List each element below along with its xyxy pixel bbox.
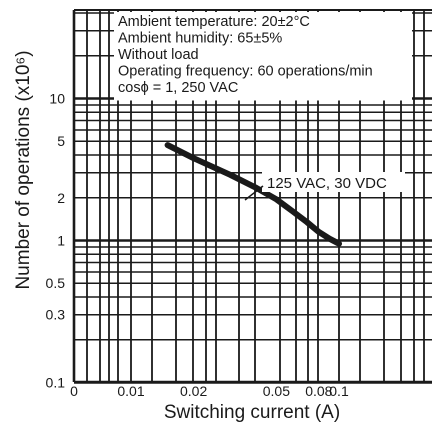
y-axis-label: Number of operations (x10⁶) <box>13 50 34 289</box>
y-tick-label: 0.5 <box>46 275 66 291</box>
condition-line: cosϕ = 1, 250 VAC <box>118 80 238 96</box>
series-layer: 125 VAC, 30 VDC <box>164 142 405 247</box>
y-tick-label: 0.1 <box>46 375 66 391</box>
x-tick-label: 0.05 <box>263 383 290 399</box>
y-tick-label: 10 <box>49 91 65 107</box>
series-label-leader <box>244 185 264 201</box>
condition-line: Operating frequency: 60 operations/min <box>118 64 373 80</box>
y-tick-label: 5 <box>57 133 65 149</box>
x-tick-label: 0.08 <box>305 383 332 399</box>
y-tick-label: 0.3 <box>46 307 66 323</box>
grid-lines <box>72 9 432 384</box>
series-label-bg <box>262 172 405 192</box>
condition-line: Ambient temperature: 20±2°C <box>118 14 310 30</box>
conditions-bg <box>114 12 412 101</box>
y-tick-label: 1 <box>57 233 65 249</box>
y-tick-label: 2 <box>57 190 65 206</box>
x-axis-label: Switching current (A) <box>164 402 340 423</box>
x-tick-label: 0.01 <box>117 383 144 399</box>
x-tick-label: 0 <box>70 383 78 399</box>
x-tick-label: 0.1 <box>329 383 349 399</box>
series-line <box>164 142 342 247</box>
series-label: 125 VAC, 30 VDC <box>267 175 387 192</box>
condition-line: Ambient humidity: 65±5% <box>118 31 282 47</box>
condition-line: Without load <box>118 47 199 63</box>
x-tick-label: 0.02 <box>180 383 207 399</box>
